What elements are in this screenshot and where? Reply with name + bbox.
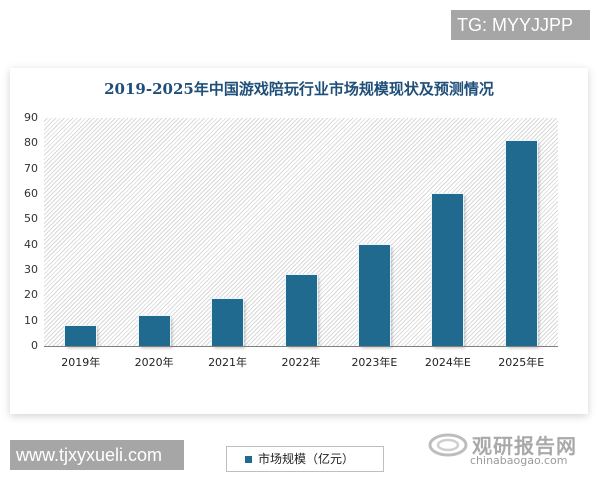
legend: 市场规模（亿元） — [226, 446, 384, 472]
bar-2024年E — [432, 194, 464, 346]
bar-2023年E — [358, 244, 390, 346]
legend-label: 市场规模（亿元） — [258, 452, 355, 466]
watermark-name: 观研报告网 — [472, 434, 577, 458]
y-tick-label: 70 — [24, 161, 38, 175]
top-watermark-tag: TG: MYYJJPP — [451, 10, 590, 40]
y-tick-label: 50 — [24, 212, 38, 226]
y-tick-label: 90 — [24, 111, 38, 124]
x-tick-label: 2025年E — [498, 356, 545, 369]
x-tick-label: 2021年 — [208, 356, 248, 369]
x-tick-label: 2024年E — [424, 356, 471, 369]
y-tick-label: 10 — [24, 313, 38, 327]
swirl-logo-icon — [428, 433, 468, 457]
bar-2019年 — [65, 325, 97, 346]
chart-title: 2019-2025年中国游戏陪玩行业市场规模现状及预测情况 — [104, 80, 494, 98]
chart-card: 2019-2025年中国游戏陪玩行业市场规模现状及预测情况 0 10 20 30 40 5… — [10, 68, 588, 472]
y-tick-label: 0 — [31, 339, 38, 352]
y-tick-label: 20 — [24, 288, 38, 302]
legend-swatch-icon — [245, 456, 252, 463]
y-tick-label: 30 — [24, 263, 38, 276]
y-tick-label: 80 — [24, 136, 38, 150]
bar-2021年 — [212, 299, 244, 346]
watermark-domain: chinabaogao.com — [470, 454, 568, 467]
y-tick-label: 60 — [24, 187, 38, 200]
y-tick-label: 40 — [24, 237, 38, 251]
x-tick-label: 2020年 — [134, 356, 174, 369]
bar-2025年E — [505, 140, 537, 346]
chinabaogao-watermark: 观研报告网 chinabaogao.com — [428, 428, 588, 472]
x-tick-label: 2022年 — [281, 356, 321, 369]
bar-2020年 — [138, 315, 170, 346]
bar-2022年 — [285, 275, 317, 346]
x-axis-line — [44, 346, 558, 347]
x-tick-label: 2019年 — [61, 356, 101, 369]
x-tick-label: 2023年E — [351, 356, 398, 369]
bottom-watermark-tag: www.tjxyxueli.com — [10, 440, 184, 470]
